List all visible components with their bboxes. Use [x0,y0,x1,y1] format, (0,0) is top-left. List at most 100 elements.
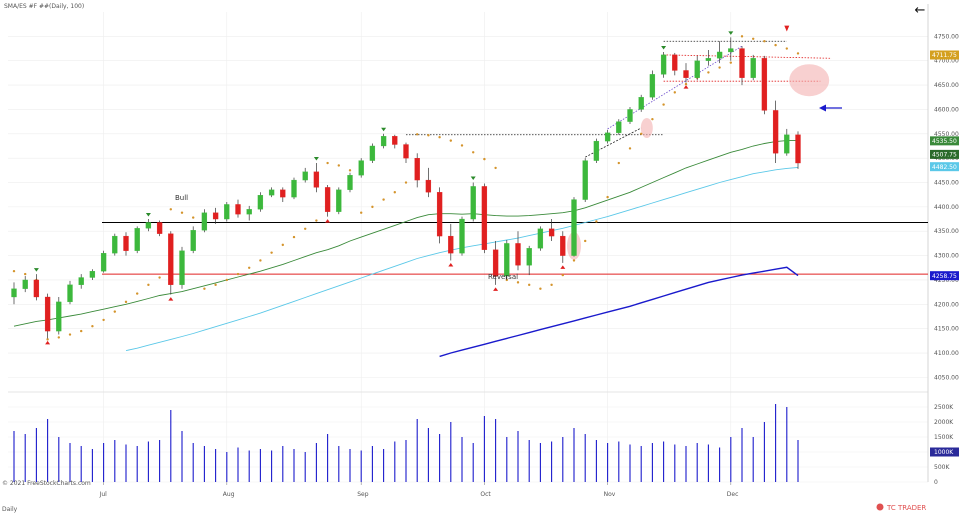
candle [795,131,801,169]
candle-body [492,249,499,277]
candle [179,246,185,289]
volume-tick-label: 500K [934,464,950,471]
sar-dot [337,164,340,167]
price-tag: 4507.75 [930,149,959,159]
sar-dot [707,71,710,74]
candle-body [302,171,308,181]
price-tag: 4482.50 [930,162,959,172]
candle [134,226,140,254]
breakdown-dotted-line [663,54,832,59]
candle-body [470,186,476,220]
candle [67,280,73,305]
sar-dot [796,52,800,55]
price-tick-label: 4150.00 [934,326,959,333]
sar-dot [752,37,755,40]
sar-dot [360,211,363,214]
candle [257,192,264,212]
volume-tick-label: 2500K [934,404,954,411]
candle-body [672,54,678,71]
price-tag: 4258.75 [930,271,959,281]
price-tick-label: 4700.00 [934,58,959,65]
candle-body [728,48,734,53]
back-arrow-icon[interactable]: ← [914,3,926,18]
candle [291,177,297,200]
price-tags: 4711.75 4535.50 4507.75 4482.50 4258.75 1000K [930,50,959,457]
candle-body [694,60,700,78]
candle [593,138,600,164]
candle-body [336,189,342,212]
time-tick-label: Sep [357,491,369,498]
sar-dot [113,310,117,313]
time-tick-label: Jul [99,491,108,498]
price-tick-label: 4250.00 [934,277,959,284]
swing-low-marker [325,219,331,223]
candle [716,41,723,64]
time-tick-label: Oct [480,491,491,498]
sar-dot [640,132,643,135]
candle [11,282,17,305]
highlight-circle [640,117,653,138]
sar-dot [595,220,598,223]
price-tag-label: 4507.75 [932,152,957,159]
time-axis: Jul Aug Sep Oct Nov Dec [99,482,738,498]
sar-dot [673,91,676,94]
candle [246,205,252,221]
candle-body [179,250,185,285]
sar-dot [136,292,139,295]
candle-body [795,134,801,164]
candle-body [705,58,712,61]
sar-dot [382,198,385,201]
candle [470,182,476,222]
volume-tick-label: 0 [934,479,938,486]
pointer-arrow [819,104,842,112]
sar-dot [348,169,352,172]
volume-tick-label: 2000K [934,419,954,426]
candle-body [772,110,779,154]
candle-body [548,228,555,237]
candle [268,187,275,198]
candle-body [313,171,320,188]
swing-high-marker [33,268,39,272]
sar-dot [528,283,531,287]
candle-body [156,222,163,234]
candle [380,133,387,149]
candle-body [33,279,40,298]
sar-dot [147,283,150,287]
price-tag-label: 4482.50 [932,164,957,171]
swing-low-marker [560,265,566,269]
sar-dot [371,205,374,209]
sar-dot [729,61,732,64]
sar-dot [718,66,721,69]
candle-body [78,277,84,285]
signal-markers [33,25,790,345]
price-tick-label: 4650.00 [934,82,959,89]
candle [369,143,376,164]
price-tag-box [930,162,959,172]
candle-body [504,243,510,277]
candle [168,231,174,295]
price-tick-label: 4100.00 [934,350,959,357]
sar-dot [494,166,497,170]
sar-dot [416,133,419,136]
candle-body [560,235,566,256]
candle-body [403,144,409,159]
sar-dot [270,251,273,254]
sar-dot [46,338,49,341]
candle-body [683,70,689,78]
candle [123,232,129,256]
candle-body [459,218,465,254]
price-tag: 4711.75 [930,50,959,60]
swing-low-marker [168,297,174,301]
candle [313,163,320,193]
candle [78,274,84,289]
candle-body [750,58,756,78]
candle-body [212,212,219,220]
swing-high-marker [381,127,387,132]
candle-body [616,121,622,133]
candle [324,184,331,217]
candle [33,274,40,301]
candle [156,220,163,237]
candle [425,167,432,198]
candle-body [660,54,667,75]
